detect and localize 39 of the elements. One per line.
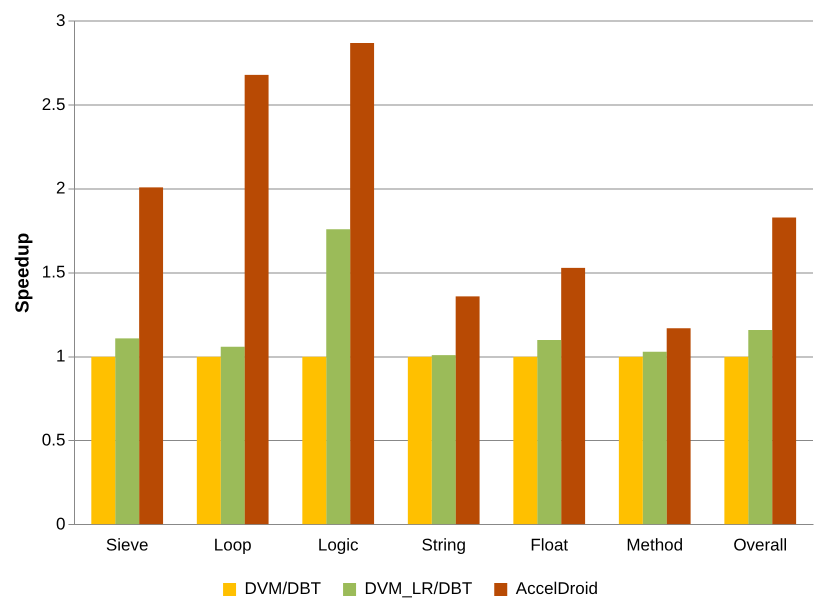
bar <box>618 356 643 524</box>
bar <box>326 229 350 524</box>
bar <box>513 356 538 524</box>
y-tick-label: 2 <box>56 178 66 198</box>
bar <box>666 328 691 524</box>
bar <box>115 338 140 524</box>
bar <box>408 356 432 524</box>
y-tick-label: 1.5 <box>42 262 66 282</box>
y-tick-label: 3 <box>56 10 66 30</box>
y-tick-label: 1 <box>56 346 66 366</box>
bar <box>432 355 456 524</box>
bar <box>561 268 586 524</box>
bar <box>748 330 772 524</box>
bar <box>139 187 164 524</box>
legend-label: DVM_LR/DBT <box>364 579 472 598</box>
bar <box>220 346 245 524</box>
x-tick-label: Logic <box>318 535 360 554</box>
bar <box>642 352 667 524</box>
legend-label: AccelDroid <box>516 579 598 598</box>
bar <box>537 340 562 524</box>
bar <box>350 43 374 524</box>
x-tick-label: Overall <box>733 535 788 554</box>
bar <box>456 296 480 524</box>
x-tick-label: Float <box>530 535 568 554</box>
x-tick-label: Sieve <box>106 535 148 554</box>
bar <box>91 356 116 524</box>
bar <box>772 218 796 524</box>
y-axis-title: Speedup <box>12 232 34 314</box>
y-tick-label: 0.5 <box>42 430 66 450</box>
x-tick-label: String <box>422 535 466 554</box>
legend-label: DVM/DBT <box>244 579 322 598</box>
x-tick-label: Loop <box>214 535 252 554</box>
y-tick-label: 2.5 <box>42 94 66 114</box>
y-tick-label: 0 <box>56 514 66 534</box>
bar <box>302 356 326 524</box>
bar <box>244 74 269 524</box>
bar <box>196 356 221 524</box>
bar <box>724 356 748 524</box>
x-tick-label: Method <box>626 535 684 554</box>
